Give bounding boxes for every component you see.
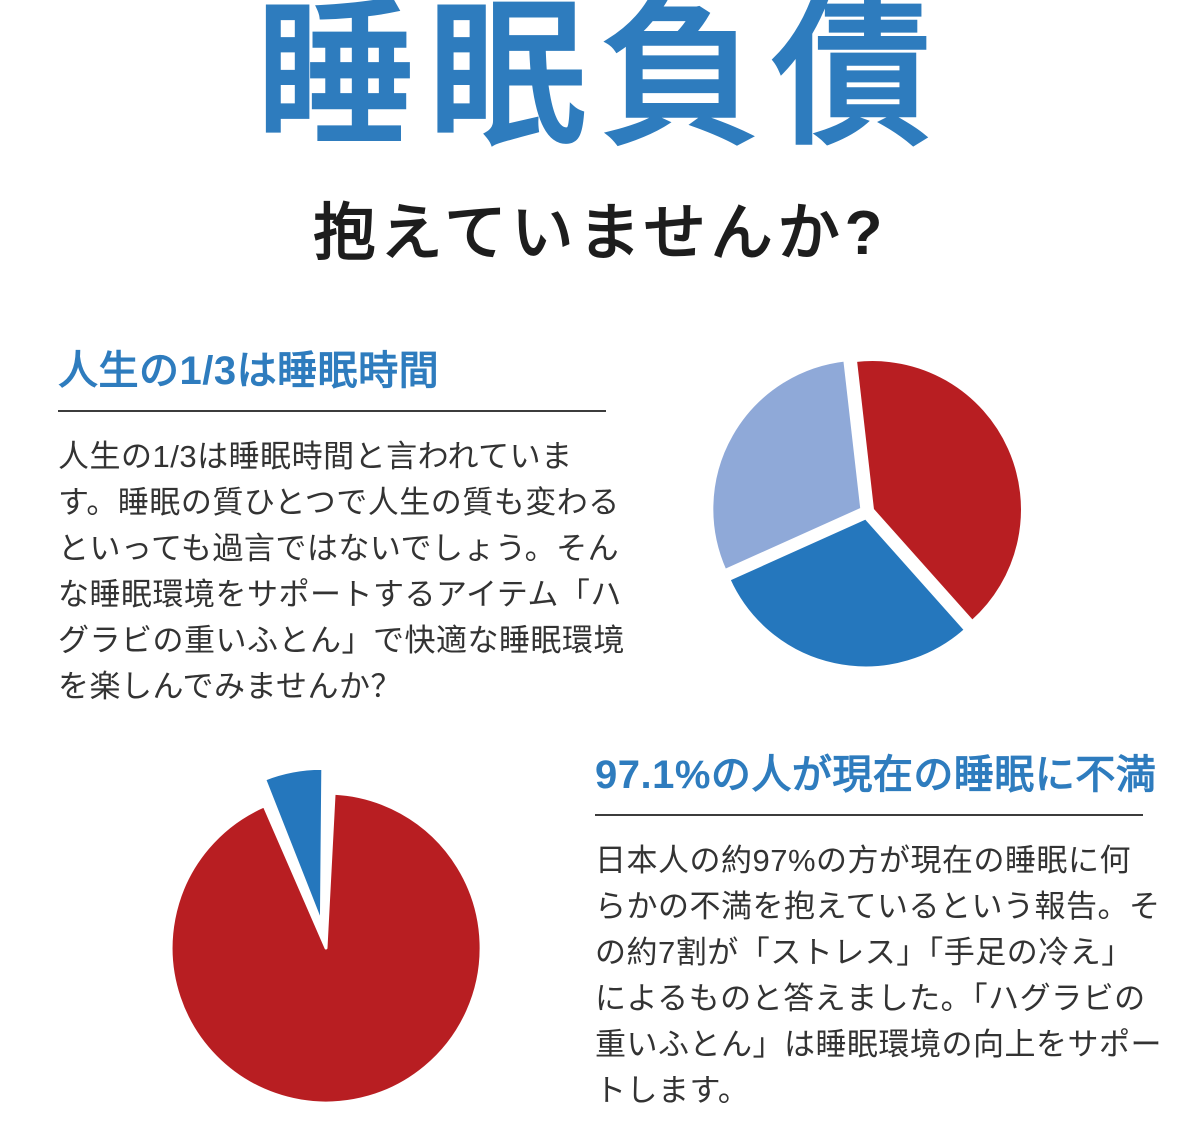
body-line: 人生の1/3は睡眠時間と言われていま (58, 439, 573, 474)
section-dissatisfaction-heading: 97.1%の人が現在の睡眠に不満 (595, 753, 1157, 797)
pie-slice-light-blue (710, 358, 864, 572)
pie-chart-life-thirds (710, 358, 1024, 670)
section-dissatisfaction-body: 日本人の約97%の方が現在の睡眠に何 らかの不満を抱えているという報告。そ の約… (595, 838, 1162, 1114)
body-line: といっても過言ではないでしょう。そん (58, 531, 620, 566)
body-line: グラビの重いふとん」で快適な睡眠環境 (58, 623, 625, 658)
body-line: トします。 (595, 1073, 750, 1108)
pie-slice-blue (263, 766, 325, 925)
body-line: 重いふとん」は睡眠環境の向上をサポー (595, 1027, 1162, 1062)
pie-slice-blue (727, 516, 967, 670)
section-life-body: 人生の1/3は睡眠時間と言われていま す。睡眠の質ひとつで人生の質も変わる とい… (58, 434, 625, 710)
section-life-heading: 人生の1/3は睡眠時間 (58, 349, 440, 393)
pie-chart-sleep-dissatisfaction (169, 766, 483, 1105)
section-dissatisfaction-divider (595, 814, 1143, 816)
body-line: らかの不満を抱えているという報告。そ (595, 889, 1161, 924)
page-title: 睡眠負債 (256, 0, 945, 164)
section-life-divider (58, 410, 606, 412)
body-line: な睡眠環境をサポートするアイテム「ハ (58, 577, 622, 612)
page-subtitle: 抱えていませんか? (313, 199, 888, 268)
pie-slice-red (169, 791, 483, 1105)
section-life-third: 人生の1/3は睡眠時間 人生の1/3は睡眠時間と言われていま す。睡眠の質ひとつ… (58, 348, 625, 710)
pie-slice-red (854, 358, 1024, 623)
body-line: によるものと答えました。「ハグラビの (595, 981, 1146, 1016)
body-line: を楽しんでみませんか？ (58, 669, 403, 704)
section-dissatisfaction: 97.1%の人が現在の睡眠に不満 日本人の約97%の方が現在の睡眠に何 らかの不… (595, 752, 1162, 1114)
body-line: す。睡眠の質ひとつで人生の質も変わる (58, 485, 620, 520)
body-line: の約7割が「ストレス」「手足の冷え」 (595, 935, 1133, 970)
body-line: 日本人の約97%の方が現在の睡眠に何 (595, 843, 1132, 878)
